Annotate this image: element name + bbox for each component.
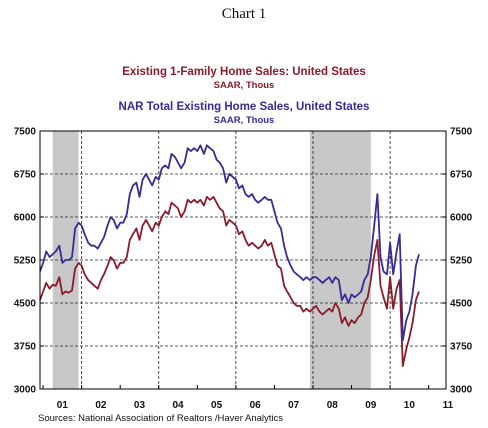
y-tick-label-left: 6750 bbox=[14, 170, 37, 181]
y-tick-label-right: 4500 bbox=[450, 299, 473, 310]
legend-series-1-unit: SAAR, Thous bbox=[214, 80, 275, 91]
x-tick-label: 11 bbox=[443, 400, 454, 411]
y-tick-label-left: 4500 bbox=[14, 299, 37, 310]
y-tick-label-right: 6000 bbox=[450, 213, 473, 224]
plot-area: 3000 3000 3750 3750 4500 4500 5250 5250 6000 6000… bbox=[14, 127, 473, 412]
y-tick-label-right: 5250 bbox=[450, 256, 473, 267]
x-tick-label: 01 bbox=[57, 400, 69, 411]
plot-frame bbox=[39, 130, 447, 390]
series-line-2 bbox=[39, 144, 420, 342]
y-tick-label-right: 7500 bbox=[450, 127, 473, 138]
x-tick-label: 02 bbox=[95, 400, 107, 411]
x-tick-label: 06 bbox=[250, 400, 262, 411]
y-tick-label-right: 6750 bbox=[450, 170, 473, 181]
x-tick-label: 10 bbox=[404, 400, 416, 411]
legend-series-2-name: NAR Total Existing Home Sales, United St… bbox=[119, 101, 370, 113]
legend: Existing 1-Family Home Sales: United Sta… bbox=[119, 66, 370, 126]
x-tick-label: 03 bbox=[134, 400, 146, 411]
x-tick-label: 07 bbox=[288, 400, 300, 411]
x-tick-label: 04 bbox=[172, 400, 184, 411]
y-tick-label-right: 3750 bbox=[450, 342, 473, 353]
y-tick-label-left: 7500 bbox=[14, 127, 37, 138]
chart-title: Chart 1 bbox=[222, 6, 267, 22]
y-tick-label-left: 6000 bbox=[14, 213, 37, 224]
y-tick-label-left: 3000 bbox=[14, 385, 37, 396]
y-tick-label-left: 3750 bbox=[14, 342, 37, 353]
legend-series-1-name: Existing 1-Family Home Sales: United Sta… bbox=[122, 66, 366, 78]
x-tick-label: 05 bbox=[211, 400, 223, 411]
x-tick-label: 08 bbox=[327, 400, 339, 411]
series-line-1 bbox=[39, 195, 420, 368]
source-note: Sources: National Association of Realtor… bbox=[38, 413, 283, 424]
x-tick-label: 09 bbox=[365, 400, 377, 411]
legend-series-2-unit: SAAR, Thous bbox=[214, 115, 275, 126]
y-tick-label-left: 5250 bbox=[14, 256, 37, 267]
y-tick-label-right: 3000 bbox=[450, 385, 473, 396]
